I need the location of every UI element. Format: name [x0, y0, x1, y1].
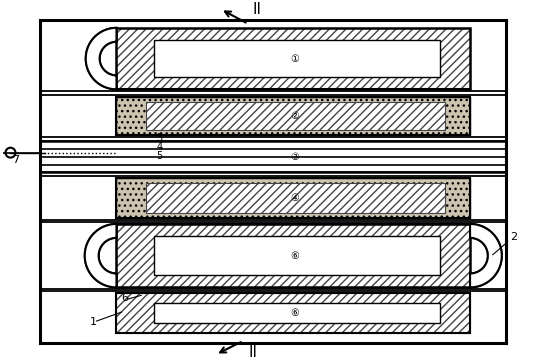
Polygon shape	[86, 28, 116, 89]
Text: ③: ③	[291, 152, 299, 161]
Text: 2: 2	[510, 232, 517, 242]
Bar	[146, 184, 445, 213]
Bar	[116, 224, 470, 287]
Bar	[116, 178, 470, 218]
Bar	[40, 224, 116, 287]
Polygon shape	[85, 224, 116, 287]
Text: II: II	[248, 345, 257, 360]
Text: ⑥: ⑥	[291, 251, 299, 261]
Polygon shape	[470, 224, 502, 287]
Bar	[116, 97, 470, 135]
Bar	[154, 40, 441, 77]
Bar	[40, 20, 505, 343]
Polygon shape	[470, 224, 502, 287]
Bar	[116, 293, 470, 333]
Bar	[470, 224, 505, 287]
Text: ④: ④	[291, 193, 299, 203]
Bar	[154, 303, 441, 323]
Bar	[116, 293, 470, 333]
Text: ①: ①	[291, 54, 299, 64]
Text: 7: 7	[12, 155, 20, 165]
Bar	[116, 293, 470, 333]
Polygon shape	[85, 224, 116, 287]
Bar	[116, 224, 470, 287]
Bar	[40, 28, 116, 89]
Bar	[116, 97, 470, 135]
Bar	[116, 28, 470, 89]
Text: 3: 3	[156, 133, 162, 143]
Text: 6: 6	[122, 293, 129, 303]
Text: ⑥: ⑥	[291, 308, 299, 318]
Text: 5: 5	[156, 151, 162, 161]
Bar	[116, 178, 470, 218]
Bar	[146, 102, 445, 130]
Text: 4: 4	[156, 142, 162, 152]
Bar	[116, 28, 470, 89]
Text: II: II	[252, 1, 261, 17]
Text: ②: ②	[291, 111, 299, 121]
Polygon shape	[86, 28, 116, 89]
Text: 1: 1	[90, 317, 96, 327]
Bar	[154, 236, 441, 275]
